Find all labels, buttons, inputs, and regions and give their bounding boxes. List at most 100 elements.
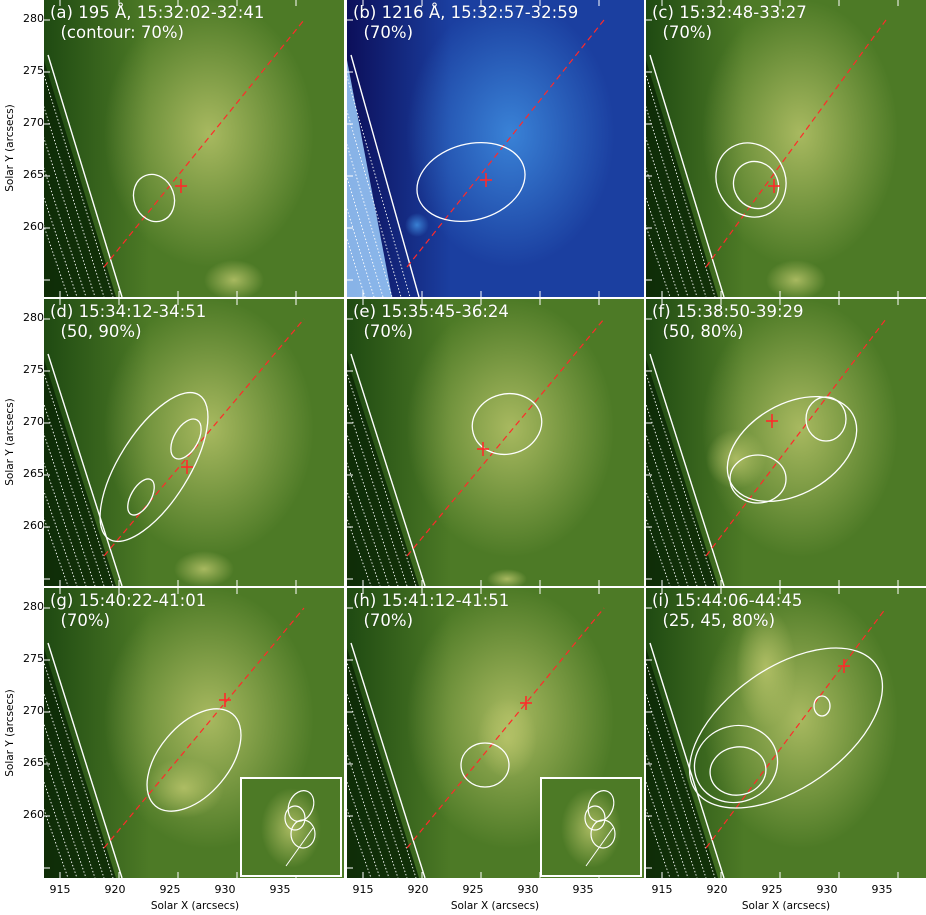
bright-kernel — [204, 260, 264, 297]
image-panel-d — [44, 299, 344, 586]
x-axis-title: Solar X (arcsecs) — [450, 900, 540, 912]
limb-line — [646, 432, 698, 586]
intensity-contour — [471, 392, 543, 456]
image-panel-h — [347, 588, 644, 878]
limb-line — [646, 73, 716, 297]
image-panel-c — [646, 0, 926, 297]
x-tick-label: 915 — [651, 883, 673, 896]
panel-label: (a) 195 Å, 15:32:02-32:41 — [50, 3, 265, 22]
intensity-contour — [132, 173, 176, 223]
limb-line — [646, 808, 671, 878]
intensity-contour — [416, 141, 526, 223]
image-panel-g — [44, 588, 344, 878]
limb-line — [47, 54, 123, 297]
limb-line — [347, 780, 381, 878]
panel-b: (b) 1216 Å, 15:32:57-32:59 (70%) — [347, 0, 644, 297]
limb-line — [350, 54, 420, 297]
slit-line — [103, 607, 305, 849]
bright-kernel — [706, 429, 766, 489]
intensity-contour — [146, 708, 242, 812]
x-tick-label: 920 — [706, 883, 728, 896]
slit-line — [103, 19, 305, 268]
marker-cross — [477, 442, 489, 456]
limb-region — [347, 648, 419, 878]
y-tick-label: 270 — [23, 704, 44, 717]
image-panel-a — [44, 0, 344, 297]
limb-line — [44, 432, 96, 586]
panel-label: (b) 1216 Å, 15:32:57-32:59 — [353, 3, 579, 22]
intensity-contour — [732, 160, 780, 210]
slit-line — [406, 607, 605, 849]
x-tick-label: 915 — [352, 883, 374, 896]
x-tick-label: 930 — [214, 883, 236, 896]
image-panel-b — [347, 0, 644, 297]
limb-line — [347, 402, 408, 586]
y-tick-label: 270 — [23, 116, 44, 129]
marker-cross — [219, 693, 231, 707]
limb-line — [347, 175, 384, 297]
x-tick-label: 925 — [761, 883, 783, 896]
panel-label: (e) 15:35:45-36:24 — [353, 302, 509, 321]
limb-line — [347, 109, 402, 297]
limb-line — [646, 780, 680, 878]
marker-cross — [768, 179, 780, 193]
contour-level-label: (50, 80%) — [652, 322, 744, 341]
panel-a: (a) 195 Å, 15:32:02-32:41 (contour: 70%) — [44, 0, 344, 297]
limb-line — [649, 642, 725, 878]
panel-e: (e) 15:35:45-36:24 (70%) — [347, 299, 644, 586]
x-tick-label: 925 — [462, 883, 484, 896]
limb-region — [44, 359, 116, 586]
y-tick-label: 265 — [23, 168, 44, 181]
intensity-contour — [693, 724, 779, 804]
slit-line — [406, 19, 605, 268]
limb-region — [347, 359, 419, 586]
contour-level-label: (70%) — [353, 322, 414, 341]
limb-region — [44, 648, 116, 878]
emission-region — [406, 299, 615, 558]
limb-line — [44, 371, 114, 586]
bright-kernel — [477, 698, 537, 778]
marker-cross — [766, 414, 778, 428]
emission-region — [406, 0, 615, 268]
intensity-contour — [709, 746, 767, 796]
contour-level-label: (70%) — [652, 23, 713, 42]
contour-level-label: (70%) — [50, 611, 111, 630]
limb-line — [347, 371, 417, 586]
x-tick-label: 915 — [49, 883, 71, 896]
limb-region — [646, 359, 718, 586]
intensity-contour — [170, 418, 202, 460]
slit-line — [103, 318, 305, 557]
intensity-contour — [99, 391, 209, 543]
emission-region — [702, 0, 898, 268]
limb-line — [646, 692, 707, 878]
marker-cross — [520, 696, 532, 710]
intensity-contour — [729, 454, 787, 504]
panel-label: (c) 15:32:48-33:27 — [652, 3, 807, 22]
x-tick-label: 920 — [407, 883, 429, 896]
limb-line — [646, 462, 689, 586]
intensity-contour — [688, 647, 884, 809]
y-tick-label: 275 — [23, 363, 44, 376]
marker-cross — [480, 173, 492, 187]
x-tick-label: 925 — [159, 883, 181, 896]
limb-region — [646, 60, 718, 297]
bright-kernel — [144, 758, 224, 818]
y-tick-label: 280 — [23, 12, 44, 25]
panel-label: (d) 15:34:12-34:51 — [50, 302, 207, 321]
limb-line — [347, 432, 399, 586]
contour-level-label: (70%) — [353, 611, 414, 630]
limb-line — [649, 353, 725, 586]
x-tick-label: 935 — [871, 883, 893, 896]
limb-line — [47, 353, 123, 586]
y-tick-label: 275 — [23, 64, 44, 77]
limb-line — [347, 74, 411, 297]
intensity-contour — [127, 478, 155, 516]
emission-region — [702, 299, 898, 558]
x-tick-label: 930 — [816, 883, 838, 896]
emission-region — [104, 299, 314, 558]
x-axis-title: Solar X (arcsecs) — [741, 900, 831, 912]
limb-line — [347, 207, 375, 297]
limb-line — [347, 237, 366, 297]
marker-cross — [181, 460, 193, 474]
intensity-contour — [726, 395, 858, 503]
